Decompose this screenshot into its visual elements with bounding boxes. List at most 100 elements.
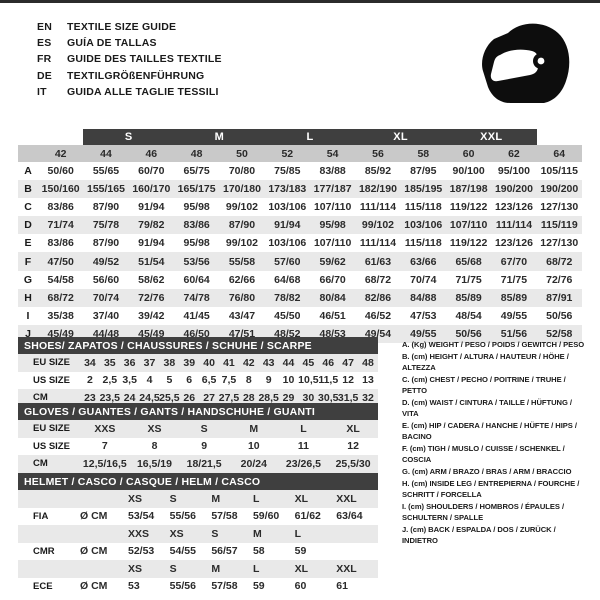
size-row-spacer [18, 145, 38, 162]
gloves-table: GLOVES / GUANTES / GANTS / HANDSCHUHE / … [18, 403, 378, 473]
helmet-size-label: S [169, 492, 177, 505]
measurement-cell: 87/90 [228, 219, 256, 232]
value-cell: 25,5 [159, 391, 180, 404]
value-cell: 25,5/30 [335, 457, 371, 470]
measurement-cell: 61/63 [364, 255, 392, 268]
row-label: CM [33, 392, 48, 404]
language-code: DE [37, 69, 52, 82]
measurement-cell: 103/106 [268, 237, 307, 250]
measurement-cell: 48/52 [274, 327, 301, 340]
measurement-cell: 56/60 [92, 273, 120, 286]
measurement-cell: 173/183 [268, 183, 307, 196]
helmet-size-label: M [211, 492, 221, 505]
size-number: 54 [326, 147, 339, 160]
helmet-standard-label: FIA [33, 510, 49, 522]
value-cell: 37 [143, 356, 156, 369]
measurement-cell: 155/165 [87, 183, 125, 196]
helmet-value-cell: 61/62 [294, 510, 321, 523]
helmet-size-label: S [211, 527, 219, 540]
measurement-cell: 185/195 [404, 183, 443, 196]
measurement-cell: 50/56 [455, 327, 482, 340]
legend-item: D. (cm) WAIST / CINTURA / TAILLE / HÜFTU… [402, 397, 572, 419]
legend-item: F. (cm) TIGH / MUSLO / CUISSE / SCHENKEL… [402, 443, 565, 465]
size-band-xxl: XXL [445, 129, 537, 145]
measurement-cell: 49/55 [500, 309, 528, 322]
measurement-cell: 103/106 [404, 219, 443, 232]
measurement-cell: 75/78 [92, 219, 120, 232]
helmet-value-row: CMR Ø CM 52/53 54/55 56/57 58 59 [18, 543, 378, 561]
measurement-cell: 59/62 [319, 255, 346, 268]
value-cell: 30 [302, 391, 315, 404]
measurement-cell: 87/95 [410, 165, 437, 178]
helmet-size-header-row: XS S M L XL XXL [18, 490, 378, 508]
measurement-cell: 49/52 [92, 255, 120, 268]
measurement-cell: 43/47 [228, 309, 256, 322]
measurement-cell: 127/130 [540, 201, 579, 214]
language-row: ES GUÍA DE TALLAS [37, 37, 222, 53]
measurement-cell: 72/76 [138, 291, 165, 304]
legend-item: I. (cm) SHOULDERS / HOMBROS / ÉPAULES / [402, 501, 565, 511]
measurement-cell: 85/89 [455, 291, 482, 304]
value-cell: 23/26,5 [285, 457, 321, 470]
value-cell: 24 [123, 391, 136, 404]
value-cell: 27 [203, 391, 215, 404]
measurement-cell: 87/91 [546, 291, 573, 304]
measurement-cell: 78/82 [274, 291, 301, 304]
measurement-cell: 115/118 [404, 201, 442, 214]
value-cell: 31,5 [337, 391, 359, 404]
helmet-value-row: ECE Ø CM 53 55/56 57/58 59 60 61 [18, 578, 378, 596]
measurement-cell: 45/50 [274, 309, 301, 322]
value-cell: 29 [282, 391, 295, 404]
value-cell: 32 [362, 391, 374, 404]
shoes-title: SHOES/ ZAPATOS / CHAUSSURES / SCHUHE / S… [18, 337, 378, 354]
helmet-value-cell: 55/56 [169, 580, 196, 593]
measurement-cell: 51/54 [138, 255, 165, 268]
measurement-cell: 80/84 [319, 291, 346, 304]
value-cell: 44 [282, 356, 295, 369]
table-row: E 83/86 87/90 91/94 95/98 99/102 103/106 107/11… [18, 234, 582, 252]
helmet-value-cell: 60 [294, 580, 307, 593]
helmet-size-label: M [252, 527, 262, 540]
value-cell: L [300, 422, 307, 435]
measurement-cell: 85/92 [364, 165, 392, 178]
measurement-cell: 87/90 [92, 201, 120, 214]
measurement-cell: 41/45 [183, 309, 210, 322]
table-row: F 47/50 49/52 51/54 53/56 55/58 57/60 59/62 61/6… [18, 252, 582, 271]
language-title: TEXTILGRÖßENFÜHRUNG [67, 69, 205, 82]
measurement-cell: 47/53 [410, 309, 437, 322]
value-cell: XXS [94, 422, 116, 435]
language-code: IT [37, 85, 47, 98]
size-number: 48 [190, 147, 203, 160]
size-band-empty [537, 129, 582, 145]
table-row: C 83/86 87/90 91/94 95/98 99/102 103/106 107/11… [18, 198, 582, 216]
value-cell: 20/24 [240, 457, 267, 470]
table-row: I 35/38 37/40 39/42 41/45 43/47 45/50 46/51 46/5… [18, 307, 582, 325]
helmet-value-row: FIA Ø CM 53/54 55/56 57/58 59/60 61/62 63/64 [18, 508, 378, 526]
value-cell: 2 [87, 374, 93, 387]
measurement-cell: 103/106 [268, 201, 307, 214]
helmet-size-label: M [211, 562, 221, 575]
helmet-size-label: XXS [128, 527, 150, 540]
value-cell: 41 [223, 356, 235, 369]
value-cell: XS [147, 422, 162, 435]
measurement-key: E [24, 237, 32, 250]
table-row: G 54/58 56/60 58/62 60/64 62/66 64/68 66/70 68/7… [18, 271, 582, 289]
helmet-size-label: XXL [336, 492, 357, 505]
measurement-rows: A 50/60 55/65 60/70 65/75 70/80 75/85 83/88 85/9… [18, 162, 582, 343]
measurement-cell: 79/82 [138, 219, 165, 232]
helmet-size-label: XXL [336, 562, 357, 575]
size-number-row: 42 44 46 48 50 52 54 56 58 60 62 64 [18, 145, 582, 162]
measurement-cell: 123/126 [494, 237, 533, 250]
measurement-cell: 127/130 [540, 237, 579, 250]
measurement-cell: 119/122 [449, 201, 488, 214]
size-number: 42 [54, 147, 67, 160]
value-cell: 12 [347, 440, 359, 453]
value-cell: 4 [146, 374, 153, 387]
measurement-cell: 111/114 [359, 237, 397, 250]
measurement-cell: 182/190 [358, 183, 397, 196]
value-cell: 43 [262, 356, 275, 369]
measurement-cell: 46/52 [364, 309, 392, 322]
value-cell: 8 [151, 440, 158, 453]
measurement-cell: 123/126 [494, 201, 533, 214]
row-label: EU SIZE [33, 357, 70, 369]
